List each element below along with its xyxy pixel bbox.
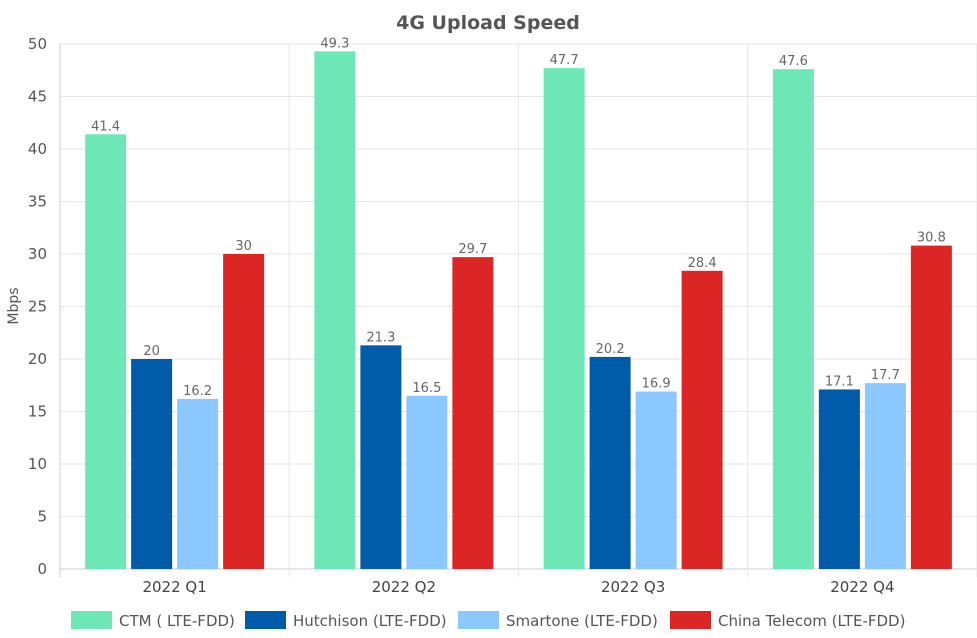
x-tick-label: 2022 Q4 [830,578,894,596]
y-tick-label: 40 [28,140,47,158]
y-tick-label: 5 [37,508,47,526]
legend-item[interactable]: Hutchison (LTE-FDD) [245,611,447,630]
bar[interactable] [543,68,585,570]
legend-item[interactable]: CTM ( LTE-FDD) [71,611,235,630]
y-tick-label: 0 [37,560,47,578]
legend[interactable]: CTM ( LTE-FDD) Hutchison (LTE-FDD) Smarton… [71,611,905,630]
data-label: 16.9 [642,377,671,392]
bar[interactable] [635,391,677,569]
legend-swatch [71,611,112,629]
data-label: 29.7 [458,242,487,257]
data-label: 20 [143,344,160,359]
y-tick-label: 35 [28,193,47,211]
legend-label: China Telecom (LTE-FDD) [718,612,905,630]
legend-label: Smartone (LTE-FDD) [506,612,658,630]
bar[interactable] [681,270,723,569]
grid-lines [59,43,977,577]
bar[interactable] [360,345,402,569]
bar[interactable] [85,134,127,570]
x-axis-ticks: 2022 Q1 2022 Q2 2022 Q3 2022 Q4 [142,578,894,596]
y-axis-label: Mbps [6,287,22,324]
legend-label: Hutchison (LTE-FDD) [293,612,447,630]
data-label: 28.4 [688,256,717,271]
y-tick-label: 50 [28,35,47,53]
y-tick-label: 25 [28,298,47,316]
x-tick-label: 2022 Q2 [372,578,436,596]
legend-label: CTM ( LTE-FDD) [119,612,235,630]
bar[interactable] [131,359,173,569]
data-label: 20.2 [596,342,625,357]
x-tick-label: 2022 Q1 [142,578,206,596]
y-tick-label: 20 [28,350,47,368]
data-label: 30 [235,239,252,254]
bar[interactable] [864,383,906,569]
y-tick-label: 45 [28,88,47,106]
data-label: 16.5 [412,381,441,396]
chart-title: 4G Upload Speed [396,12,580,34]
bars [85,51,952,570]
data-label: 41.4 [91,119,120,134]
y-tick-label: 30 [28,245,47,263]
data-label: 21.3 [366,330,395,345]
data-label: 30.8 [917,231,946,246]
data-label: 17.7 [871,368,900,383]
data-label: 16.2 [183,384,212,399]
x-tick-label: 2022 Q3 [601,578,665,596]
data-label: 47.7 [550,53,579,68]
legend-item[interactable]: Smartone (LTE-FDD) [458,611,658,630]
bar[interactable] [910,245,952,569]
y-tick-label: 10 [28,455,47,473]
data-label: 47.6 [779,54,808,69]
data-label: 17.1 [825,374,854,389]
legend-swatch [670,611,711,629]
y-tick-label: 15 [28,403,47,421]
legend-swatch [458,611,499,629]
bar[interactable] [314,51,356,570]
bar[interactable] [452,257,494,569]
bar[interactable] [818,389,860,569]
bar[interactable] [589,356,631,569]
data-label: 49.3 [320,36,349,51]
bar[interactable] [177,398,219,569]
legend-item[interactable]: China Telecom (LTE-FDD) [670,611,905,630]
bar[interactable] [772,69,814,569]
bar[interactable] [406,395,448,569]
legend-swatch [245,611,286,629]
data-labels: 41.4 20 16.2 30 49.3 21.3 16.5 29.7 47.7 20.2 16.9… [91,36,946,399]
bar[interactable] [223,254,265,569]
y-axis-ticks: 0 5 10 15 20 25 30 35 40 45 50 [28,35,47,578]
